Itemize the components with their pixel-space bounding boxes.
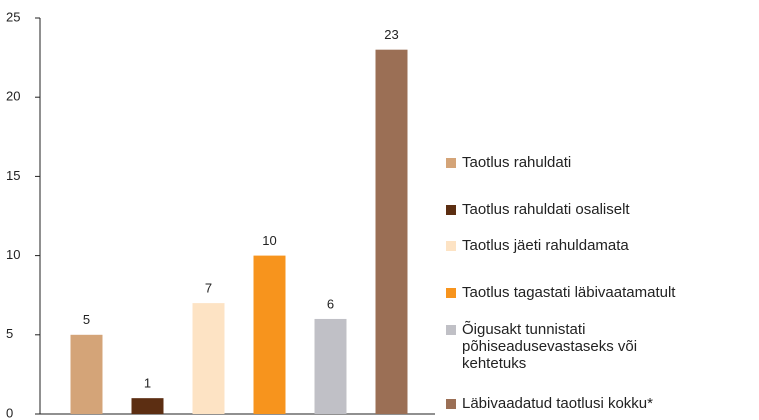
data-label: 23 — [384, 27, 398, 42]
y-tick-label: 10 — [6, 247, 20, 262]
legend-label: Taotlus rahuldati — [462, 154, 572, 171]
legend-swatch — [446, 288, 456, 298]
legend-item: Läbivaadatud taotlusi kokku* — [446, 395, 752, 412]
legend-label: Taotlus jäeti rahuldamata — [462, 237, 629, 254]
bar — [192, 303, 225, 414]
data-label: 7 — [205, 281, 212, 296]
legend-swatch — [446, 399, 456, 409]
bar — [253, 255, 286, 414]
y-tick-label: 20 — [6, 89, 20, 104]
legend-item: Taotlus jäeti rahuldamata — [446, 237, 752, 254]
legend-label: Taotlus rahuldati osaliselt — [462, 201, 630, 218]
legend-label: Taotlus tagastati läbivaatamatult — [462, 284, 676, 301]
data-label: 1 — [144, 376, 151, 391]
legend-label: Õigusakt tunnistati põhiseadusevastaseks… — [462, 321, 638, 372]
legend-label: Läbivaadatud taotlusi kokku* — [462, 395, 653, 412]
bar — [131, 398, 164, 414]
data-label: 10 — [262, 233, 276, 248]
y-tick-label: 5 — [6, 326, 13, 341]
legend-item: Taotlus tagastati läbivaatamatult — [446, 284, 752, 301]
y-tick-label: 0 — [6, 405, 13, 420]
legend-swatch — [446, 158, 456, 168]
legend-swatch — [446, 205, 456, 215]
bar — [314, 318, 347, 414]
bar — [375, 49, 408, 415]
legend-swatch — [446, 241, 456, 251]
data-label: 6 — [327, 296, 334, 311]
y-tick-label: 15 — [6, 168, 20, 183]
legend-item: Õigusakt tunnistati põhiseadusevastaseks… — [446, 321, 662, 372]
y-tick-label: 25 — [6, 9, 20, 24]
bar — [70, 334, 103, 414]
legend-item: Taotlus rahuldati osaliselt — [446, 201, 752, 218]
legend-swatch — [446, 325, 456, 335]
legend-item: Taotlus rahuldati — [446, 154, 752, 171]
data-label: 5 — [83, 312, 90, 327]
